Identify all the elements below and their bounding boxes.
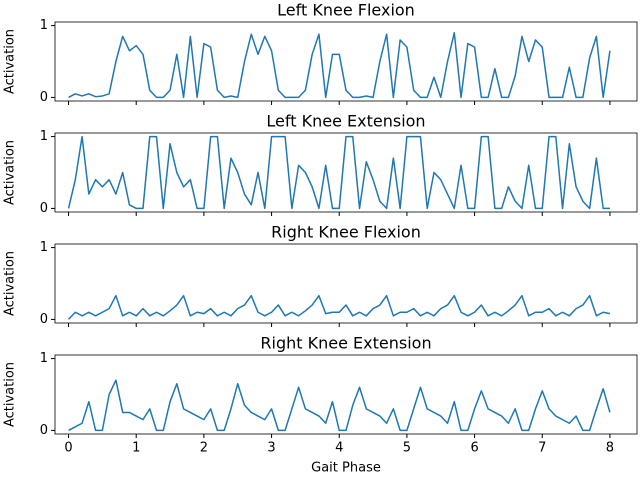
chart-title: Left Knee Extension <box>266 112 425 131</box>
x-axis-label: Gait Phase <box>311 461 381 476</box>
chart-title: Left Knee Flexion <box>277 1 415 20</box>
y-axis-label: Activation <box>3 362 18 427</box>
x-tick-label: 2 <box>200 441 208 456</box>
line-series <box>68 379 611 432</box>
line-series <box>67 294 611 320</box>
x-tick-label: 3 <box>267 441 275 456</box>
y-tick-label: 1 <box>40 240 48 255</box>
axes-frame <box>54 354 638 435</box>
y-axis-label: Activation <box>3 140 18 205</box>
line-series <box>67 135 610 210</box>
x-tick-label: 5 <box>403 441 411 456</box>
y-tick-label: 1 <box>40 129 48 144</box>
y-tick-label: 1 <box>40 351 48 366</box>
y-axis-label: Activation <box>3 29 18 94</box>
y-tick-label: 0 <box>40 423 48 438</box>
y-tick-label: 0 <box>40 312 48 327</box>
x-tick-label: 0 <box>64 441 72 456</box>
x-tick-label: 4 <box>335 441 343 456</box>
axes-frame <box>54 243 638 324</box>
y-axis-label: Activation <box>3 251 18 316</box>
x-tick-label: 8 <box>606 441 614 456</box>
axes-frame <box>54 132 638 213</box>
x-tick-label: 1 <box>132 441 140 456</box>
chart-title: Right Knee Flexion <box>271 223 421 242</box>
y-tick-label: 0 <box>40 90 48 105</box>
axes-frame <box>54 21 638 102</box>
chart-title: Right Knee Extension <box>260 334 431 353</box>
y-tick-label: 1 <box>40 18 48 33</box>
line-series <box>68 32 611 99</box>
y-tick-label: 0 <box>40 201 48 216</box>
x-tick-label: 6 <box>470 441 478 456</box>
x-tick-label: 7 <box>538 441 546 456</box>
